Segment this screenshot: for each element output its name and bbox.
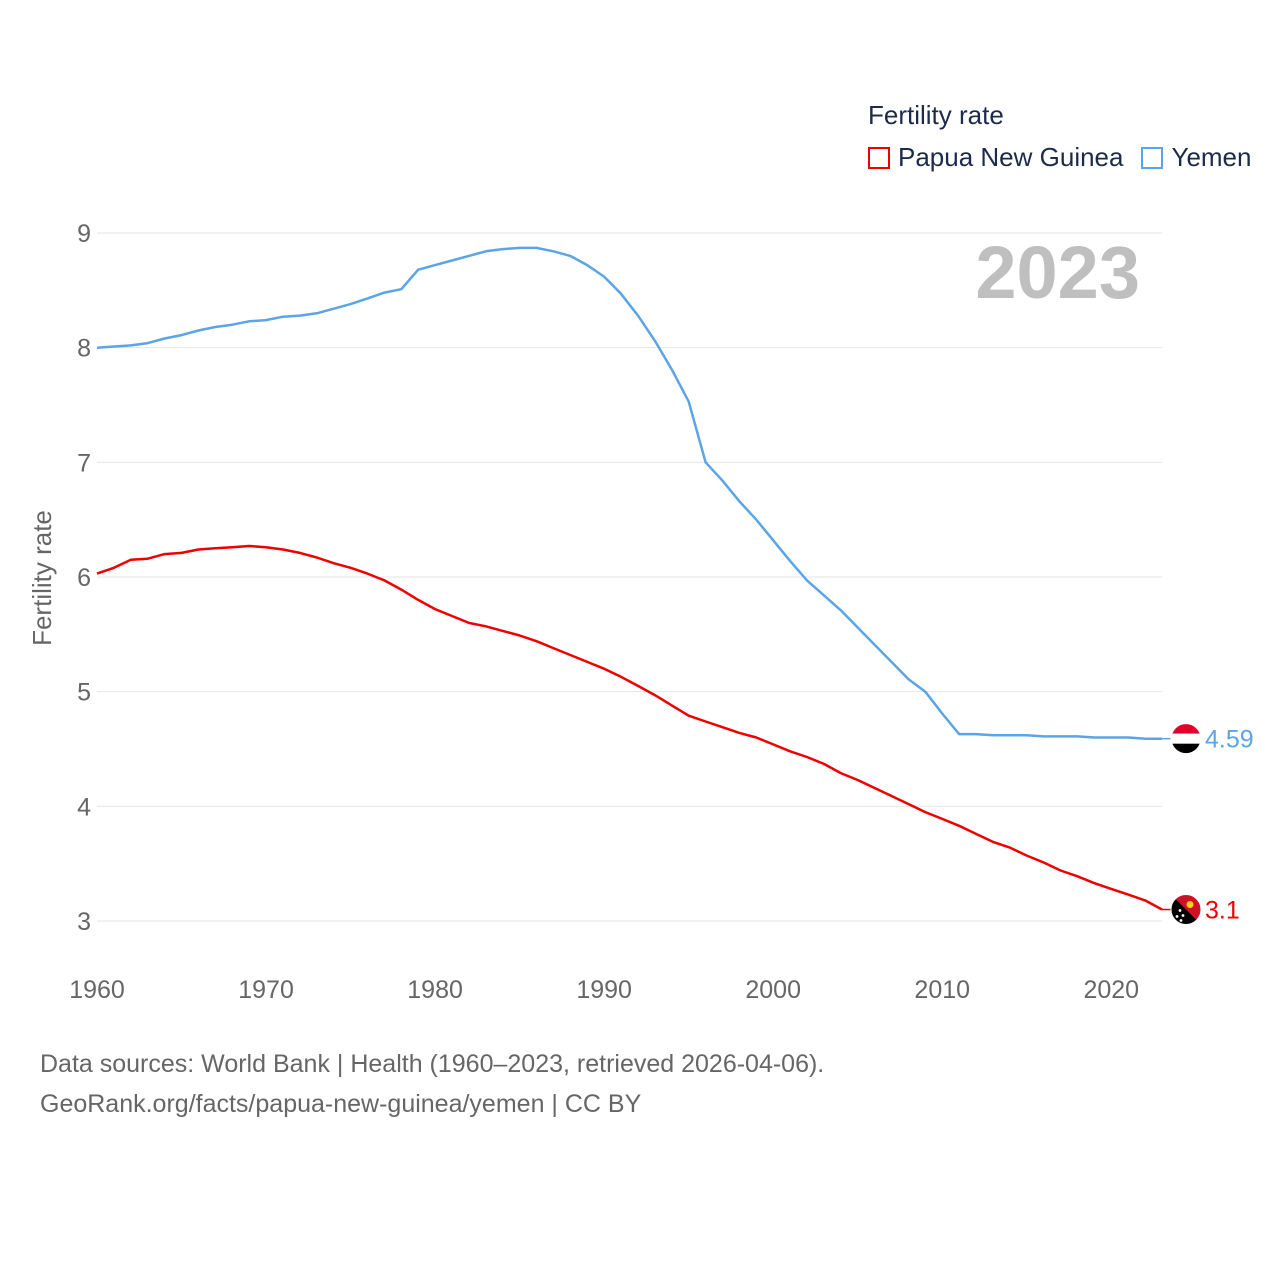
y-tick-label: 5 — [77, 679, 91, 707]
legend-label-papua-new-guinea: Papua New Guinea — [898, 142, 1124, 172]
y-tick-label: 4 — [77, 793, 91, 821]
x-tick-label: 1980 — [407, 976, 463, 1004]
series-line-yemen — [96, 246, 1162, 740]
x-tick-label: 2000 — [745, 976, 801, 1004]
series-lines — [96, 246, 1163, 911]
x-axis-ticks: 1960 1970 1980 1990 2000 2010 2020 — [69, 976, 1139, 1004]
series-line-papua-new-guinea — [96, 544, 1163, 911]
y-axis-label: Fertility rate — [27, 510, 57, 646]
x-tick-label: 1960 — [69, 976, 125, 1004]
papua-new-guinea-flag-icon — [1170, 894, 1202, 926]
x-tick-label: 2020 — [1083, 976, 1139, 1004]
end-label-papua-new-guinea: 3.1 — [1205, 897, 1240, 925]
legend: Papua New Guinea Yemen — [868, 142, 1269, 173]
year-label: 2023 — [975, 231, 1140, 314]
gridlines — [97, 232, 1162, 922]
x-tick-label: 2010 — [914, 976, 970, 1004]
y-tick-label: 3 — [77, 908, 91, 936]
y-tick-label: 8 — [77, 335, 91, 363]
y-axis-ticks: 3 4 5 6 7 8 9 — [77, 220, 91, 936]
y-tick-label: 7 — [77, 449, 91, 477]
y-tick-label: 6 — [77, 564, 91, 592]
footer-sources: Data sources: World Bank | Health (1960–… — [40, 1050, 825, 1078]
legend-item-yemen[interactable]: Yemen — [1141, 142, 1251, 173]
footer: Data sources: World Bank | Health (1960–… — [40, 1044, 824, 1124]
legend-swatch-papua-new-guinea — [868, 146, 890, 169]
footer-attribution[interactable]: GeoRank.org/facts/papua-new-guinea/yemen… — [40, 1090, 642, 1118]
series-end-markers: 3.1 4.59 — [1162, 723, 1254, 926]
legend-title: Fertility rate — [868, 100, 1004, 130]
y-tick-label: 9 — [77, 220, 91, 248]
yemen-flag-icon — [1170, 723, 1202, 755]
legend-swatch-yemen — [1141, 146, 1164, 169]
legend-item-papua-new-guinea[interactable]: Papua New Guinea — [868, 142, 1123, 173]
x-tick-label: 1970 — [238, 976, 294, 1004]
x-tick-label: 1990 — [576, 976, 632, 1004]
legend-label-yemen: Yemen — [1171, 142, 1252, 172]
end-label-yemen: 4.59 — [1205, 726, 1254, 754]
